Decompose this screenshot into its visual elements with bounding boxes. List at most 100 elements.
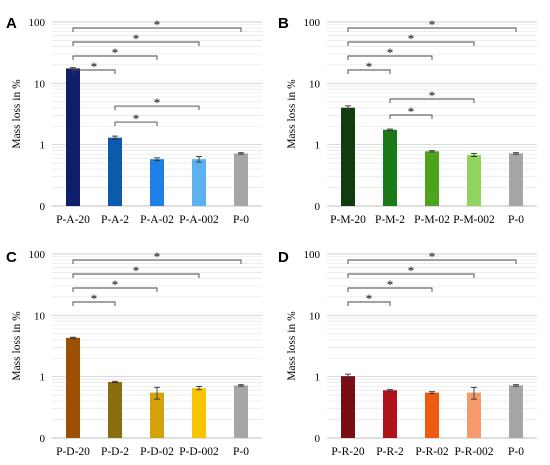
bar-p-a-002 [192,159,206,206]
bar-p-m-2 [383,129,397,206]
significance-star: * [154,249,161,264]
significance-bracket [347,69,391,74]
bar-p-0 [234,153,248,206]
significance-star: * [408,104,415,119]
y-tick-label: 0 [315,433,321,445]
bar-p-0 [509,385,523,438]
significance-bracket [347,301,391,306]
panel-a: A 0 1 10 100 Mass loss in % P-A-20 P-A-2 P-A-02 P… [6,15,262,226]
y-tick-label: 100 [304,17,321,29]
bar-p-0 [234,385,248,438]
bar-p-r-2 [383,390,397,438]
significance-bracket [72,41,200,46]
significance-star: * [387,45,394,60]
category-label: P-M-02 [414,214,450,226]
y-tick-label: 0 [40,201,46,213]
category-label: P-M-20 [330,214,366,226]
y-axis-label: Mass loss in % [11,311,23,381]
category-label: P-0 [233,446,249,458]
significance-bracket [347,55,433,60]
y-tick-label: 100 [29,249,46,261]
significance-star: * [91,291,98,306]
significance-bracket [72,287,158,292]
significance-bracket [347,41,475,46]
y-tick-label: 100 [304,249,321,261]
significance-bracket [72,69,116,74]
significance-bracket [114,121,158,127]
significance-bracket [114,105,200,111]
bar-p-d-20 [66,337,80,438]
significance-bracket [389,114,433,120]
bar-p-r-002 [467,392,481,438]
significance-star: * [387,277,394,292]
significance-bracket [347,27,517,32]
y-axis-label: Mass loss in % [286,311,298,381]
category-label: P-A-002 [179,214,219,226]
category-label: P-D-20 [56,446,90,458]
category-label: P-M-2 [375,214,405,226]
y-tick-label: 1 [315,140,321,152]
category-label: P-D-2 [101,446,129,458]
significance-star: * [154,17,161,32]
category-label: P-R-02 [415,446,448,458]
significance-star: * [429,17,436,32]
category-label: P-R-20 [331,446,364,458]
significance-bracket [72,301,116,306]
y-tick-label: 10 [34,310,46,322]
category-label: P-D-002 [179,446,219,458]
bar-p-0 [509,153,523,206]
significance-bracket [72,259,242,264]
bar-p-r-02 [425,392,439,438]
significance-star: * [133,31,140,46]
panel-letter: A [6,15,17,32]
bar-p-d-002 [192,388,206,438]
y-tick-label: 1 [40,140,46,152]
category-label: P-0 [233,214,249,226]
y-axis-label: Mass loss in % [286,79,298,149]
category-label: P-A-02 [140,214,174,226]
panel-letter: C [6,249,17,266]
significance-bracket [72,273,200,278]
significance-bracket [347,259,517,264]
category-label: P-A-2 [101,214,129,226]
category-label: P-R-2 [376,446,404,458]
y-tick-label: 10 [309,78,321,90]
bar-p-m-002 [467,154,481,206]
panel-letter: D [278,249,289,266]
bar-p-m-20 [341,107,355,206]
bar-p-d-02 [150,392,164,438]
category-label: P-R-002 [455,446,494,458]
panel-letter: B [278,15,289,32]
category-label: P-0 [508,446,524,458]
significance-star: * [366,291,373,306]
significance-star: * [408,263,415,278]
y-axis-label: Mass loss in % [11,79,23,149]
category-label: P-D-02 [140,446,174,458]
significance-bracket [72,55,158,60]
significance-star: * [366,59,373,74]
y-tick-label: 10 [309,310,321,322]
panel-c: C 0 1 10 100 Mass loss in % P-D-20 P-D-2 P-D-02 P… [6,249,262,458]
significance-bracket [389,98,475,104]
y-tick-label: 100 [29,17,46,29]
y-tick-label: 1 [315,372,321,384]
significance-bracket [347,273,475,278]
significance-star: * [429,249,436,264]
bar-p-r-20 [341,376,355,438]
significance-star: * [133,111,140,126]
significance-star: * [429,88,436,103]
significance-star: * [133,263,140,278]
category-label: P-A-20 [56,214,90,226]
y-tick-label: 0 [315,201,321,213]
bar-p-a-02 [150,159,164,206]
bar-p-m-02 [425,151,439,206]
bar-p-a-20 [66,68,80,206]
panel-b: B 0 1 10 100 Mass loss in % P-M-20 P-M-2 P-M-02 P… [278,15,537,226]
significance-star: * [154,95,161,110]
significance-star: * [91,59,98,74]
category-label: P-0 [508,214,524,226]
significance-bracket [347,287,433,292]
significance-star: * [408,31,415,46]
y-tick-label: 0 [40,433,46,445]
